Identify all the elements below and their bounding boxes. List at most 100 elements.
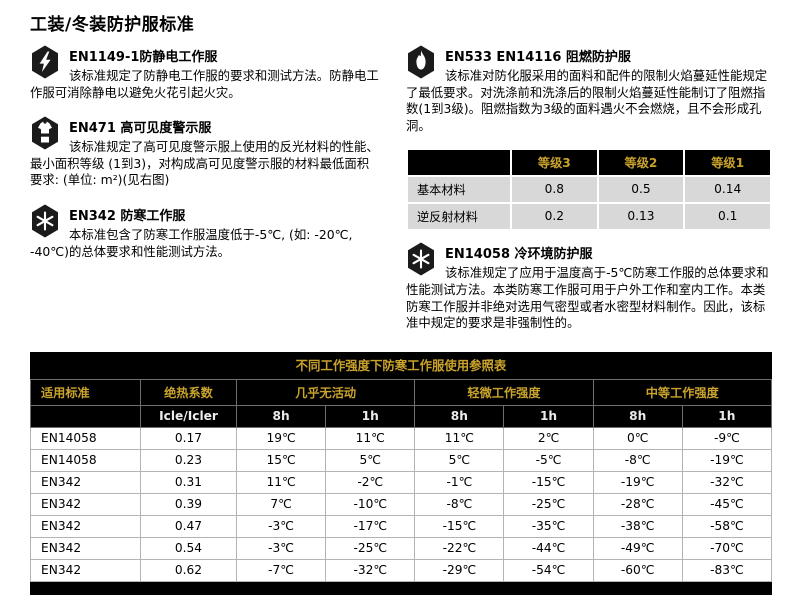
- table-row: EN342 0.62 -7℃ -32℃ -29℃ -54℃ -60℃ -83℃: [30, 558, 773, 582]
- table-cell: -15℃: [414, 514, 505, 538]
- grade-header-blank: [406, 148, 512, 178]
- sub-header-1h: 1h: [681, 405, 773, 428]
- grade-header-level1: 等级1: [683, 148, 772, 178]
- sub-header-icle-icler: Icle/Icler: [140, 405, 237, 428]
- standard-en14058: EN14058 冷环境防护服 该标准规定了应用于温度高于-5℃防寒工作服的总体要…: [406, 241, 772, 331]
- reference-table: 适用标准 绝热系数 几乎无活动 轻微工作强度 中等工作强度 Icle/Icler…: [30, 379, 773, 582]
- table-cell: -38℃: [592, 514, 683, 538]
- reference-table-section: 不同工作强度下防寒工作服使用参照表 适用标准 绝热系数 几乎无活动 轻微工作强度…: [30, 351, 773, 595]
- flame-grade-table: 等级3 等级2 等级1 基本材料 0.8 0.5 0.14 逆反射材料 0.2 0.13 0.…: [406, 148, 772, 232]
- table-cell: 7℃: [235, 492, 327, 516]
- standard-description: 该标准规定了应用于温度高于-5℃防寒工作服的总体要求和性能测试方法。本类防寒工作…: [406, 265, 769, 331]
- table-cell: 逆反射材料: [406, 202, 512, 232]
- table-cell: -83℃: [681, 558, 773, 582]
- table-cell: 0.31: [140, 470, 237, 494]
- table-cell: -45℃: [681, 492, 773, 516]
- table-cell: -32℃: [325, 558, 416, 582]
- reference-sub-header-row: Icle/Icler 8h 1h 8h 1h 8h 1h: [30, 405, 773, 428]
- cold-environment-snowflake-icon: [406, 242, 436, 276]
- sub-header-1h: 1h: [503, 405, 594, 428]
- table-cell: EN342: [30, 536, 141, 560]
- grade-table-header-row: 等级3 等级2 等级1: [406, 148, 772, 178]
- table-cell: 5℃: [325, 448, 416, 472]
- table-cell: EN342: [30, 558, 141, 582]
- sub-header-1h: 1h: [325, 405, 416, 428]
- table-cell: -15℃: [503, 470, 594, 494]
- hi-vis-vest-icon: [30, 116, 60, 150]
- table-cell: -10℃: [325, 492, 416, 516]
- sub-header-8h: 8h: [592, 405, 683, 428]
- grade-header-level2: 等级2: [596, 148, 686, 178]
- flame-retardant-icon: [406, 45, 436, 79]
- standard-description: 该标准规定了高可见度警示服上使用的反光材料的性能、最小面积等级 (1到3)，对构…: [30, 139, 379, 188]
- table-cell: -25℃: [325, 536, 416, 560]
- page-title: 工装/冬装防护服标准: [30, 15, 195, 35]
- table-cell: 基本材料: [406, 175, 512, 205]
- table-cell: EN342: [30, 514, 141, 538]
- standard-code: EN14058 冷环境防护服: [445, 247, 593, 263]
- table-cell: 0.5: [596, 175, 686, 205]
- sub-header-8h: 8h: [235, 405, 327, 428]
- table-cell: -54℃: [503, 558, 594, 582]
- table-cell: -29℃: [414, 558, 505, 582]
- col-header-medium-work: 中等工作强度: [592, 379, 773, 406]
- left-column: EN1149-1防静电工作服 该标准规定了防静电工作服的要求和测试方法。防静电工…: [30, 44, 380, 346]
- table-row: EN342 0.54 -3℃ -25℃ -22℃ -44℃ -49℃ -70℃: [30, 536, 773, 560]
- table-cell: -5℃: [503, 448, 594, 472]
- table-cell: -28℃: [592, 492, 683, 516]
- table-cell: 0.8: [510, 175, 599, 205]
- table-cell: -25℃: [503, 492, 594, 516]
- standard-en533: EN533 EN14116 阻燃防护服 该标准对防化服采用的面料和配件的限制火焰…: [406, 44, 772, 134]
- table-cell: -60℃: [592, 558, 683, 582]
- cold-protection-snowflake-icon: [30, 204, 60, 238]
- standard-code: EN471 高可见度警示服: [69, 121, 212, 137]
- table-cell: 0.47: [140, 514, 237, 538]
- table-cell: 0.13: [596, 202, 686, 232]
- table-cell: EN14058: [30, 426, 141, 450]
- table-cell: 0.23: [140, 448, 237, 472]
- table-cell: EN342: [30, 470, 141, 494]
- reference-table-body: EN14058 0.17 19℃ 11℃ 11℃ 2℃ 0℃ -9℃ EN14058 0.23 15…: [30, 426, 773, 582]
- grade-table-body: 基本材料 0.8 0.5 0.14 逆反射材料 0.2 0.13 0.1: [406, 175, 772, 232]
- standard-en1149: EN1149-1防静电工作服 该标准规定了防静电工作服的要求和测试方法。防静电工…: [30, 44, 380, 101]
- standard-description: 本标准包含了防寒工作服温度低于-5℃, (如: -20℃, -40℃)的总体要求…: [30, 227, 353, 259]
- col-header-no-activity: 几乎无活动: [235, 379, 416, 406]
- table-cell: 11℃: [325, 426, 416, 450]
- col-header-insulation: 绝热系数: [140, 379, 237, 406]
- table-cell: 5℃: [414, 448, 505, 472]
- table-cell: 0.2: [510, 202, 599, 232]
- antistatic-lightning-icon: [30, 45, 60, 79]
- table-cell: 0.14: [683, 175, 772, 205]
- table-cell: -35℃: [503, 514, 594, 538]
- standard-code: EN1149-1防静电工作服: [69, 50, 218, 65]
- table-cell: -17℃: [325, 514, 416, 538]
- table-cell: 0.1: [683, 202, 772, 232]
- table-cell: -70℃: [681, 536, 773, 560]
- reference-group-header-row: 适用标准 绝热系数 几乎无活动 轻微工作强度 中等工作强度: [30, 379, 773, 406]
- table-cell: -2℃: [325, 470, 416, 494]
- standard-en471: EN471 高可见度警示服 该标准规定了高可见度警示服上使用的反光材料的性能、最…: [30, 115, 380, 189]
- table-cell: EN342: [30, 492, 141, 516]
- table-row: EN342 0.47 -3℃ -17℃ -15℃ -35℃ -38℃ -58℃: [30, 514, 773, 538]
- right-column: EN533 EN14116 阻燃防护服 该标准对防化服采用的面料和配件的限制火焰…: [406, 44, 772, 346]
- table-row: 逆反射材料 0.2 0.13 0.1: [406, 202, 772, 232]
- next-section-header-cutoff: [30, 581, 772, 595]
- table-cell: 15℃: [235, 448, 327, 472]
- standards-columns: EN1149-1防静电工作服 该标准规定了防静电工作服的要求和测试方法。防静电工…: [30, 44, 772, 346]
- table-cell: 11℃: [414, 426, 505, 450]
- table-cell: EN14058: [30, 448, 141, 472]
- table-row: EN14058 0.17 19℃ 11℃ 11℃ 2℃ 0℃ -9℃: [30, 426, 773, 450]
- table-cell: -19℃: [592, 470, 683, 494]
- table-cell: 0.62: [140, 558, 237, 582]
- table-row: EN342 0.39 7℃ -10℃ -8℃ -25℃ -28℃ -45℃: [30, 492, 773, 516]
- table-cell: -58℃: [681, 514, 773, 538]
- table-cell: -3℃: [235, 536, 327, 560]
- table-row: EN14058 0.23 15℃ 5℃ 5℃ -5℃ -8℃ -19℃: [30, 448, 773, 472]
- table-cell: -49℃: [592, 536, 683, 560]
- table-cell: 0℃: [592, 426, 683, 450]
- table-cell: 19℃: [235, 426, 327, 450]
- table-cell: -8℃: [414, 492, 505, 516]
- table-row: EN342 0.31 11℃ -2℃ -1℃ -15℃ -19℃ -32℃: [30, 470, 773, 494]
- table-cell: 0.39: [140, 492, 237, 516]
- standard-description: 该标准规定了防静电工作服的要求和测试方法。防静电工作服可消除静电以避免火花引起火…: [30, 68, 379, 100]
